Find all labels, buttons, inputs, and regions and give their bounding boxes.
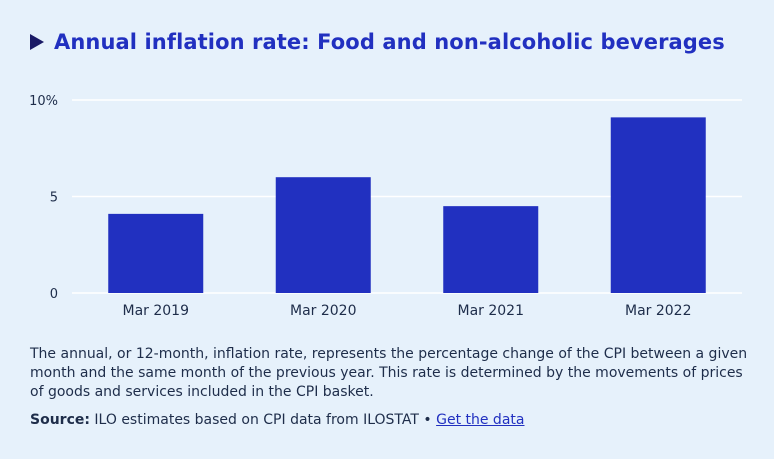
source-separator: • bbox=[423, 412, 432, 428]
x-tick-label: Mar 2021 bbox=[458, 303, 525, 319]
y-tick-label: 10% bbox=[29, 94, 58, 109]
source-line: Source: ILO estimates based on CPI data … bbox=[30, 412, 524, 428]
bar-mar-2022[interactable] bbox=[610, 117, 706, 293]
x-tick-label: Mar 2019 bbox=[123, 303, 190, 319]
x-tick-label: Mar 2022 bbox=[625, 303, 692, 319]
bar-chart: 0 5 10% Mar 2019 Mar 2020 Mar 2021 Mar 2022 bbox=[29, 94, 742, 319]
y-tick-label: 0 bbox=[50, 287, 58, 302]
title-row: Annual inflation rate: Food and non-alco… bbox=[30, 30, 725, 54]
get-the-data-link[interactable]: Get the data bbox=[436, 412, 525, 428]
y-tick-label: 5 bbox=[50, 191, 58, 206]
bar-mar-2021[interactable] bbox=[443, 206, 539, 293]
play-triangle-icon bbox=[30, 34, 44, 50]
bar-mar-2019[interactable] bbox=[108, 213, 204, 293]
source-text: ILO estimates based on CPI data from ILO… bbox=[94, 412, 419, 428]
chart-description: The annual, or 12-month, inflation rate,… bbox=[30, 346, 748, 400]
chart-title: Annual inflation rate: Food and non-alco… bbox=[54, 30, 725, 54]
bar-mar-2020[interactable] bbox=[275, 177, 371, 293]
x-tick-label: Mar 2020 bbox=[290, 303, 357, 319]
source-label: Source: bbox=[30, 412, 90, 428]
